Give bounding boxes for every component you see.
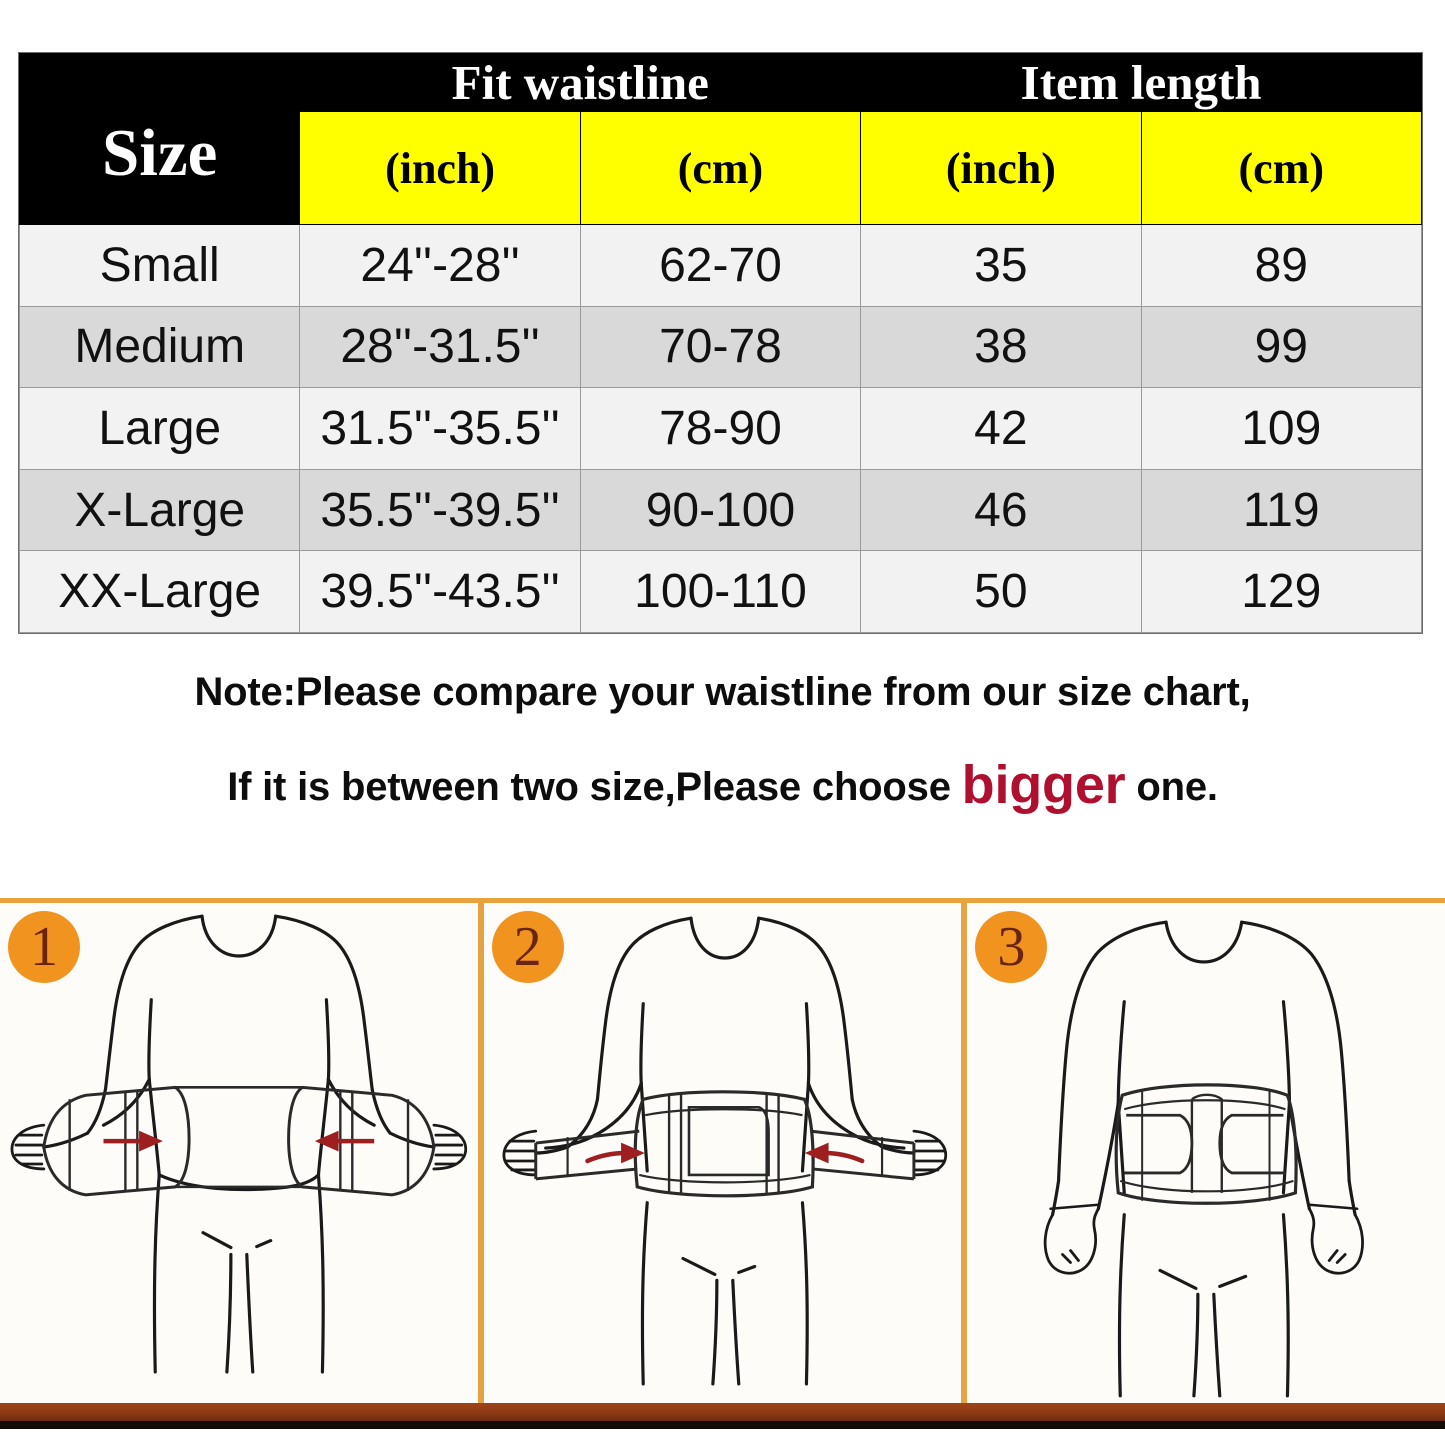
cell-waist-inch: 28''-31.5'' <box>299 305 581 389</box>
cell-waist-cm: 78-90 <box>579 387 862 470</box>
cell-waist-cm: 62-70 <box>579 224 862 307</box>
column-header-length-cm: (cm) <box>1140 111 1423 225</box>
step-badge-3: 3 <box>975 911 1048 983</box>
person-wearing-fastened-brace-icon <box>1044 920 1365 1398</box>
arrow-right-red <box>103 1130 163 1152</box>
table-header-group-row: Size Fit waistline Item length <box>18 53 1422 225</box>
cell-size: Medium <box>18 305 301 389</box>
sizing-note: Note:Please compare your waistline from … <box>0 672 1445 812</box>
column-header-size: Size <box>18 53 301 225</box>
cell-waist-inch: 31.5''-35.5'' <box>299 387 581 470</box>
cell-waist-cm: 70-78 <box>579 305 862 389</box>
cell-length-inch: 38 <box>860 305 1142 389</box>
table-row: X-Large 35.5''-39.5'' 90-100 46 119 <box>18 468 1423 552</box>
person-wrapping-brace-with-straps-icon <box>502 916 947 1386</box>
instruction-panel-1: 1 <box>0 903 478 1413</box>
cell-length-inch: 46 <box>860 468 1142 552</box>
cell-length-cm: 109 <box>1140 387 1423 470</box>
cell-size: XX-Large <box>18 550 301 633</box>
cell-size: Large <box>18 387 301 470</box>
cell-length-cm: 89 <box>1140 224 1423 307</box>
cell-waist-cm: 90-100 <box>579 468 862 552</box>
size-chart-table: Size Fit waistline Item length (inch) (c… <box>18 52 1423 634</box>
cell-size: X-Large <box>18 468 301 552</box>
step-badge-1: 1 <box>8 911 80 983</box>
cell-waist-inch: 35.5''-39.5'' <box>299 468 581 552</box>
cell-length-inch: 35 <box>860 224 1142 307</box>
column-header-waist-cm: (cm) <box>579 111 862 225</box>
table-header-unit-row: (inch) (cm) (inch) (cm) <box>20 111 1423 225</box>
step-badge-2: 2 <box>491 911 564 983</box>
note-emphasis-bigger: bigger <box>961 755 1126 815</box>
cell-waist-inch: 39.5''-43.5'' <box>299 550 581 633</box>
panel-shadow-bar <box>0 1403 1445 1421</box>
column-group-fit-waistline: Fit waistline <box>299 53 862 112</box>
note-line-2-prefix: If it is between two size,Please choose <box>227 765 962 809</box>
note-line-1: Note:Please compare your waistline from … <box>194 670 1251 714</box>
arrow-left-red <box>314 1130 375 1152</box>
table-row: Medium 28''-31.5'' 70-78 38 99 <box>18 305 1423 389</box>
instruction-panel-3: 3 <box>961 903 1445 1413</box>
column-header-waist-inch: (inch) <box>299 111 581 225</box>
cell-length-cm: 99 <box>1140 305 1423 389</box>
note-line-2-suffix: one. <box>1125 765 1218 809</box>
cell-length-inch: 50 <box>860 550 1142 633</box>
cell-waist-inch: 24''-28'' <box>299 224 581 307</box>
note-line-2: If it is between two size,Please choose … <box>0 758 1445 812</box>
column-group-item-length: Item length <box>860 53 1422 112</box>
cell-waist-cm: 100-110 <box>579 550 862 633</box>
cell-length-cm: 129 <box>1140 550 1423 633</box>
arrow-right-red <box>584 1142 645 1164</box>
table-body: Small 24''-28'' 62-70 35 89 Medium 28''-… <box>18 224 1423 633</box>
column-header-length-inch: (inch) <box>860 111 1142 225</box>
cell-size: Small <box>18 224 301 307</box>
instruction-panel-2: 2 <box>477 903 962 1413</box>
table-row: Large 31.5''-35.5'' 78-90 42 109 <box>18 387 1423 470</box>
arrow-left-red <box>804 1142 865 1164</box>
cell-length-inch: 42 <box>860 387 1142 470</box>
cell-length-cm: 119 <box>1140 468 1423 552</box>
person-holding-open-back-brace-icon <box>10 914 468 1374</box>
table-row: XX-Large 39.5''-43.5'' 100-110 50 129 <box>18 550 1423 633</box>
table-row: Small 24''-28'' 62-70 35 89 <box>18 224 1423 307</box>
instruction-panels: 1 <box>0 898 1445 1413</box>
table-header: Size Fit waistline Item length (inch) (c… <box>18 53 1423 225</box>
panel-shadow-bar-dark <box>0 1421 1445 1429</box>
size-table: Size Fit waistline Item length (inch) (c… <box>18 53 1423 633</box>
